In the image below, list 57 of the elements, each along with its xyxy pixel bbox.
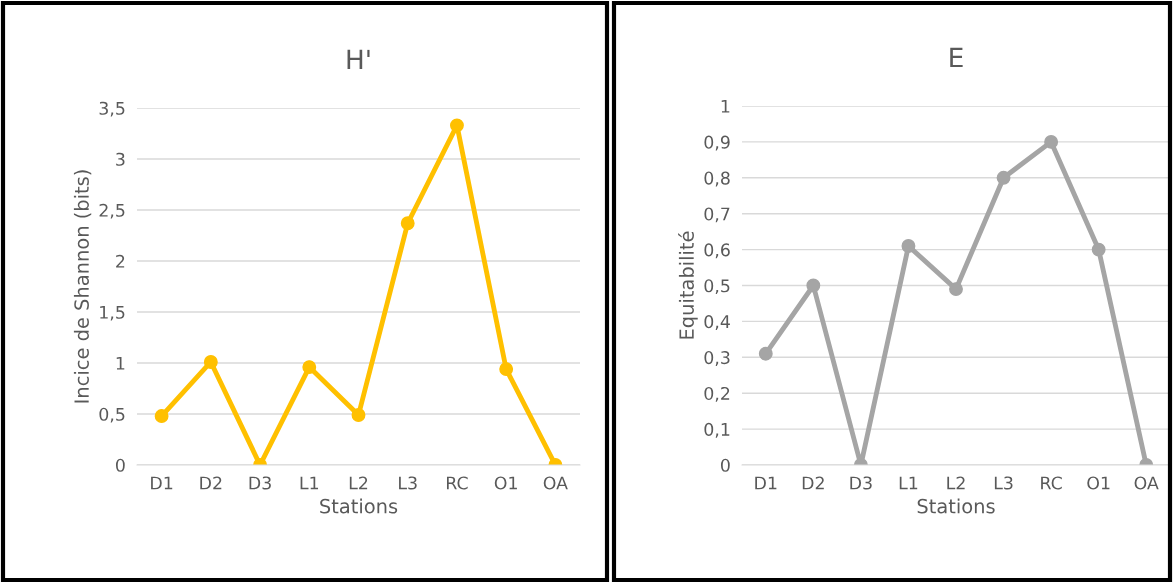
x-tick-label: D2 bbox=[200, 476, 222, 490]
point bbox=[949, 282, 963, 297]
y-tick-label: 0,9 bbox=[704, 135, 730, 151]
y-tick-label: 3 bbox=[116, 152, 125, 166]
y-tick-label: 0 bbox=[720, 458, 730, 472]
x-tick-label: D1 bbox=[151, 476, 173, 490]
point bbox=[901, 239, 916, 253]
y-tick-label: 1 bbox=[116, 356, 125, 370]
x-tick-label: D1 bbox=[755, 476, 777, 490]
y-tick-label: 0,1 bbox=[704, 422, 730, 438]
x-tick-label: O1 bbox=[494, 476, 517, 490]
point bbox=[1044, 134, 1059, 149]
y-tick-label: 0,5 bbox=[704, 279, 730, 295]
chart-title: H' bbox=[347, 49, 370, 70]
x-tick-label: L3 bbox=[994, 476, 1013, 490]
y-tick-label: 0,4 bbox=[704, 315, 730, 331]
point bbox=[449, 118, 464, 133]
x-tick-label: RC bbox=[446, 476, 468, 490]
point bbox=[499, 362, 514, 377]
x-tick-label: D3 bbox=[850, 476, 872, 490]
point bbox=[203, 355, 218, 369]
point bbox=[806, 278, 821, 293]
x-tick-label: L1 bbox=[300, 476, 319, 490]
x-tick-label: O1 bbox=[1087, 476, 1110, 490]
point bbox=[302, 360, 317, 375]
y-tick-label: 1 bbox=[721, 99, 730, 113]
y-axis-title: Incice de Shannon (bits) bbox=[73, 170, 92, 403]
point bbox=[758, 346, 773, 361]
y-tick-label: 0,8 bbox=[704, 171, 730, 187]
point bbox=[1091, 242, 1106, 257]
x-tick-label: L1 bbox=[899, 476, 918, 490]
y-tick-label: 2 bbox=[116, 254, 125, 268]
point bbox=[996, 170, 1011, 185]
x-tick-label: OA bbox=[1134, 476, 1159, 490]
x-tick-label: L2 bbox=[349, 476, 368, 490]
y-tick-label: 2,5 bbox=[99, 203, 125, 219]
y-tick-label: 3,5 bbox=[99, 101, 125, 117]
point bbox=[154, 409, 169, 423]
x-tick-label: L3 bbox=[399, 476, 417, 490]
x-axis-title: Stations bbox=[917, 498, 995, 514]
y-tick-label: 0,2 bbox=[704, 386, 730, 402]
y-tick-label: 0,5 bbox=[99, 407, 125, 423]
point bbox=[400, 216, 415, 231]
x-tick-label: RC bbox=[1041, 476, 1062, 490]
y-tick-label: 0,7 bbox=[704, 207, 730, 223]
x-tick-label: OA bbox=[543, 476, 568, 490]
chart-title: E bbox=[950, 47, 963, 68]
point bbox=[351, 408, 366, 422]
y-tick-label: 0,3 bbox=[704, 351, 730, 366]
x-tick-label: D2 bbox=[802, 476, 824, 490]
x-tick-label: L2 bbox=[947, 476, 965, 490]
x-axis-title: Stations bbox=[320, 498, 398, 514]
y-tick-label: 0 bbox=[115, 458, 125, 472]
y-tick-label: 0,6 bbox=[704, 243, 730, 259]
y-tick-label: 1,5 bbox=[100, 305, 125, 321]
x-tick-label: D3 bbox=[249, 476, 271, 490]
y-axis-title: Equitabilité bbox=[678, 231, 698, 339]
